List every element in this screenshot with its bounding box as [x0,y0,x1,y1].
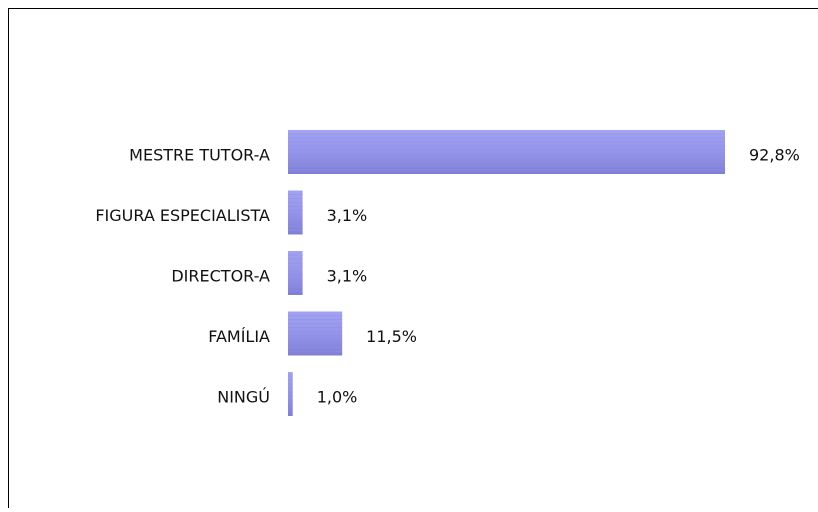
value-label: 11,5% [366,327,417,346]
category-label: MESTRE TUTOR-A [129,146,270,165]
category-label: NINGÚ [217,388,270,407]
category-label: DIRECTOR-A [171,267,270,286]
category-label: FIGURA ESPECIALISTA [95,206,270,225]
chart-frame [9,9,818,509]
bar [288,130,725,174]
bar [288,251,303,295]
value-label: 1,0% [317,388,358,407]
bar [288,372,293,416]
value-label: 92,8% [749,146,800,165]
bar [288,312,342,356]
value-label: 3,1% [327,267,368,286]
bar [288,191,303,235]
category-label: FAMÍLIA [208,327,270,346]
value-label: 3,1% [327,206,368,225]
